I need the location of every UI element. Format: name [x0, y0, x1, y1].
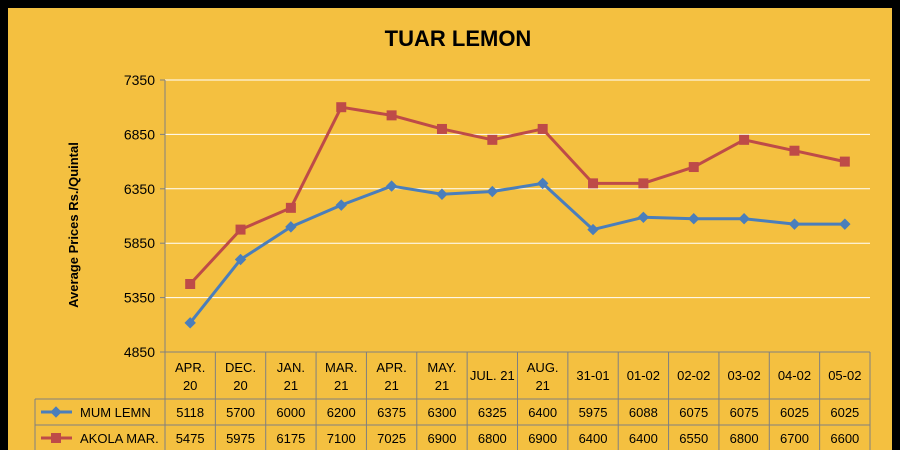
chart-title: TUAR LEMON [385, 26, 532, 51]
table-cell-value: 7100 [327, 431, 356, 446]
table-cell-value: 6400 [629, 431, 658, 446]
legend-series-name: MUM LEMN [80, 405, 151, 420]
data-point [739, 134, 750, 145]
data-point [789, 145, 800, 156]
table-cell-value: 6075 [679, 405, 708, 420]
x-category-label: 21 [435, 378, 449, 393]
legend-key-marker [50, 406, 62, 418]
data-point [234, 253, 247, 266]
table-cell-value: 5975 [226, 431, 255, 446]
table-cell-value: 6400 [528, 405, 557, 420]
data-point [486, 185, 499, 198]
table-cell-value: 5700 [226, 405, 255, 420]
x-category-label: DEC. [225, 360, 256, 375]
data-point [436, 188, 448, 200]
series-lines [184, 102, 851, 329]
data-point [788, 218, 801, 230]
series-2 [185, 102, 850, 289]
data-point [335, 199, 347, 211]
table-cell-value: 6325 [478, 405, 507, 420]
x-category-label: JUL. 21 [470, 368, 515, 383]
table-cell-value: 6075 [730, 405, 759, 420]
y-tick-label: 5350 [124, 290, 155, 306]
data-point [688, 162, 699, 173]
table-cell-value: 6800 [478, 431, 507, 446]
x-category-label: 02-02 [677, 368, 710, 383]
table-cell-value: 6550 [679, 431, 708, 446]
data-point [385, 180, 398, 192]
x-category-label: 31-01 [576, 368, 609, 383]
table-cell-value: 5118 [176, 405, 204, 420]
chart-area: TUAR LEMON Average Prices Rs./Quintal 73… [8, 8, 892, 450]
x-category-label: MAR. [325, 360, 358, 375]
x-category-label: 21 [284, 378, 298, 393]
data-point [536, 177, 549, 190]
data-point [386, 110, 397, 121]
data-point [436, 123, 447, 134]
data-point [336, 102, 347, 113]
legend-key-marker [51, 433, 61, 443]
data-point [637, 211, 650, 224]
x-category-label: 21 [535, 378, 549, 393]
y-tick-label: 7350 [124, 72, 155, 88]
table-cell-value: 6700 [780, 431, 809, 446]
data-point [839, 218, 851, 230]
data-point [487, 134, 498, 145]
table-cell-value: 6200 [327, 405, 356, 420]
table-cell-value: 7025 [377, 431, 406, 446]
table-cell-value: 6088 [629, 405, 658, 420]
data-point [688, 213, 700, 225]
series-1 [184, 177, 851, 329]
x-category-label: 21 [334, 378, 348, 393]
data-point [588, 178, 599, 189]
table-cell-value: 6400 [579, 431, 608, 446]
x-category-label: 04-02 [778, 368, 811, 383]
chart-svg: TUAR LEMON Average Prices Rs./Quintal 73… [34, 26, 871, 450]
y-tick-label: 6850 [124, 126, 155, 142]
table-cell-value: 6600 [830, 431, 859, 446]
table-cell-value: 6800 [730, 431, 759, 446]
x-category-label: 20 [233, 378, 247, 393]
data-point [537, 123, 548, 134]
x-category-label: AUG. [527, 360, 559, 375]
x-category-label: 21 [384, 378, 398, 393]
series-line [189, 105, 846, 286]
x-category-label: APR. [376, 360, 406, 375]
x-category-label: 05-02 [828, 368, 861, 383]
table-cell-value: 6300 [428, 405, 457, 420]
data-point [235, 224, 246, 235]
x-category-label: JAN. [277, 360, 305, 375]
table-cell-value: 6025 [780, 405, 809, 420]
data-point [738, 213, 750, 225]
data-point [185, 279, 196, 289]
data-point [285, 202, 296, 213]
table-cell-value: 6025 [830, 405, 859, 420]
x-category-label: 03-02 [727, 368, 760, 383]
legend-series-name: AKOLA MAR. [80, 431, 159, 446]
y-tick-label: 5850 [124, 235, 155, 251]
x-category-label: APR. [175, 360, 205, 375]
x-category-label: MAY. [427, 360, 456, 375]
x-category-label: 01-02 [627, 368, 660, 383]
table-cell-value: 5975 [579, 405, 608, 420]
data-point [587, 223, 599, 236]
y-axis-label: Average Prices Rs./Quintal [66, 142, 81, 308]
data-point [184, 317, 196, 329]
y-axis-ticks: 7350 6850 6350 5850 5350 4850 [124, 72, 166, 360]
y-tick-label: 4850 [124, 344, 155, 360]
table-cell-value: 6175 [276, 431, 305, 446]
table-cell-value: 5475 [176, 431, 205, 446]
y-tick-label: 6350 [124, 181, 155, 197]
series-line [189, 181, 845, 324]
table-cell-value: 6000 [276, 405, 305, 420]
data-table: APR. 20 DEC. 20 JAN. 21 MAR. 21 APR. 21 MAY. 21 JUL.… [34, 351, 871, 450]
data-point [638, 178, 649, 189]
table-cell-value: 6375 [377, 405, 406, 420]
data-point [285, 221, 297, 233]
x-category-label: 20 [183, 378, 197, 393]
data-point [839, 156, 850, 167]
table-cell-value: 6900 [528, 431, 557, 446]
table-cell-value: 6900 [428, 431, 457, 446]
